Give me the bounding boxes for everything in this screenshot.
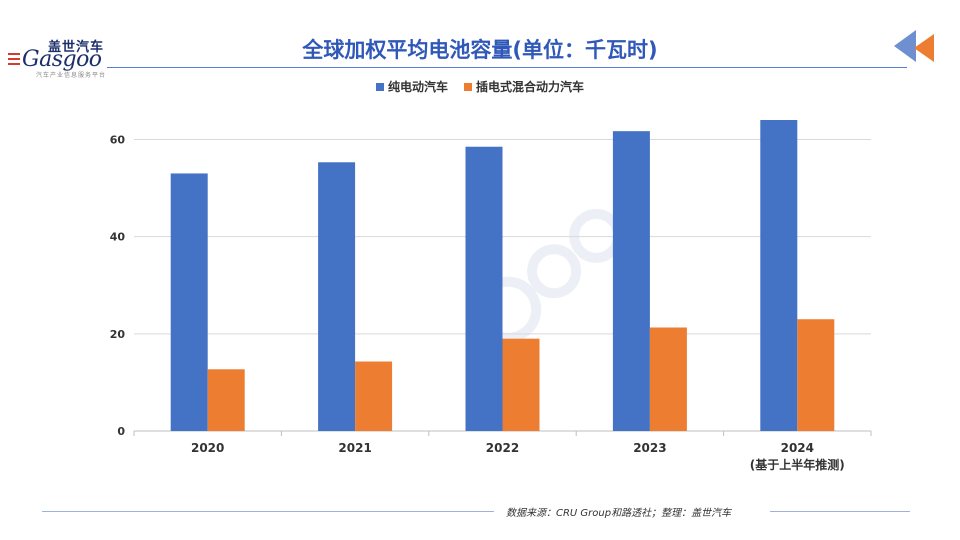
logo-sub-text: 汽车产业信息服务平台 bbox=[36, 72, 107, 79]
x-tick-label: 2023 bbox=[633, 441, 666, 455]
x-tick-label: (基于上半年推测) bbox=[750, 457, 845, 472]
gasgoo-logo: 盖世汽车 Gasgoo 汽车产业信息服务平台 bbox=[8, 36, 112, 79]
legend-swatch-bev bbox=[375, 82, 384, 91]
legend-item-bev: 纯电动汽车 bbox=[375, 78, 448, 95]
logo-cn-text: 盖世汽车 bbox=[48, 40, 105, 55]
x-tick-label: 2021 bbox=[338, 441, 371, 455]
y-tick-label: 40 bbox=[110, 231, 126, 244]
legend-item-phev: 插电式混合动力汽车 bbox=[464, 78, 584, 95]
x-tick-label: 2022 bbox=[486, 441, 519, 455]
y-tick-label: 0 bbox=[117, 425, 125, 438]
bar-phev-1 bbox=[355, 361, 393, 431]
bar-phev-3 bbox=[649, 327, 687, 431]
header-divider bbox=[107, 67, 907, 68]
bar-bev-1 bbox=[318, 162, 356, 432]
bar-bev-3 bbox=[612, 131, 650, 431]
bar-phev-0 bbox=[207, 369, 245, 431]
footer-line-right bbox=[770, 511, 910, 512]
bar-phev-4 bbox=[797, 319, 835, 431]
chart-legend: 纯电动汽车 插电式混合动力汽车 bbox=[0, 78, 960, 95]
bar-phev-2 bbox=[502, 338, 540, 431]
bar-bev-0 bbox=[170, 173, 208, 431]
logo-en-text: Gasgoo bbox=[22, 47, 102, 72]
legend-swatch-phev bbox=[464, 82, 472, 91]
logo-stripes-icon bbox=[8, 53, 20, 65]
legend-label-phev: 插电式混合动力汽车 bbox=[476, 80, 585, 94]
y-tick-label: 20 bbox=[110, 328, 126, 341]
bar-bev-2 bbox=[465, 146, 503, 431]
bar-bev-4 bbox=[760, 120, 798, 431]
x-tick-label: 2024 bbox=[781, 441, 814, 455]
legend-label-bev: 纯电动汽车 bbox=[387, 80, 448, 94]
y-tick-label: 60 bbox=[110, 133, 126, 146]
data-source: 数据来源：CRU Group和路透社；整理：盖世汽车 bbox=[506, 508, 732, 519]
arrow-decoration-icon bbox=[894, 30, 934, 62]
footer-line-left bbox=[42, 511, 494, 512]
page-title: 全球加权平均电池容量(单位：千瓦时) bbox=[302, 38, 658, 62]
x-tick-label: 2020 bbox=[191, 441, 224, 455]
